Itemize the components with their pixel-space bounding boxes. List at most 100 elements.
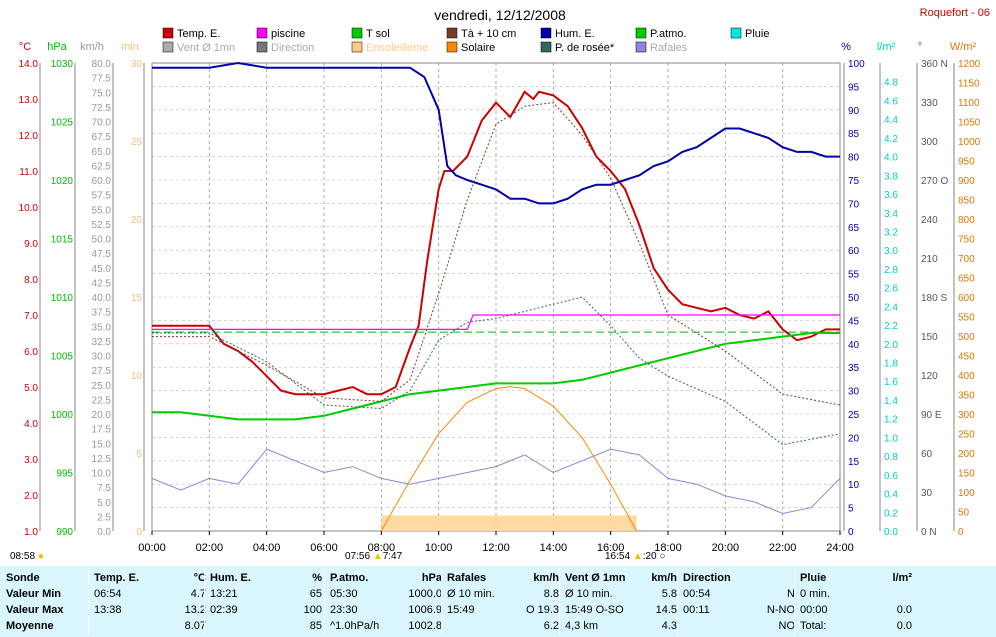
legend-swatch <box>540 27 552 39</box>
x-tick-label: 02:00 <box>196 542 224 554</box>
x-tick-label: 20:00 <box>712 542 740 554</box>
legend-label: Temp. E. <box>177 28 220 40</box>
solar-tick-label: 1100 <box>958 98 980 109</box>
humidity-tick-label: 55 <box>848 270 860 281</box>
minutes-tick-label: 20 <box>131 215 143 226</box>
solar-tick-label: 950 <box>958 157 975 168</box>
stats-cell-value: 8.8 <box>543 588 559 600</box>
x-tick-label: 12:00 <box>482 542 510 554</box>
rain-tick-label: 4.4 <box>884 115 898 126</box>
wind-tick-label: 20.0 <box>92 410 112 421</box>
stats-cell-time: 02:39 <box>210 604 238 616</box>
stats-cell-value: 85 <box>309 620 322 632</box>
wind-tick-label: 67.5 <box>92 132 112 143</box>
rain-tick-label: 3.0 <box>884 246 898 257</box>
stats-row-label: Valeur Max <box>6 604 64 616</box>
rain-tick-label: 2.0 <box>884 340 898 351</box>
pressure-axis-unit: hPa <box>47 41 67 53</box>
x-axis: 00:00 02:00 04:00 06:00 08:00 10:00 12:00 14:00… <box>138 531 854 554</box>
chart-title: vendredi, 12/12/2008 <box>434 7 566 23</box>
legend-swatch <box>162 27 174 39</box>
stats-column-title: Rafales <box>447 572 487 584</box>
stats-column: Temp. E. °C 06:54 4.7 13:38 13.2 8.07 <box>88 566 206 637</box>
legend-label: Hum. E. <box>555 28 595 40</box>
temp-tick-label: 2.0 <box>24 491 38 502</box>
rain-tick-label: 4.8 <box>884 78 898 89</box>
legend-label: T sol <box>366 28 390 40</box>
legend-label: Rafales <box>650 42 688 54</box>
rain-tick-label: 2.8 <box>884 265 898 276</box>
legend-label: Vent Ø 1mn <box>177 42 235 54</box>
humidity-tick-label: 70 <box>848 199 860 210</box>
wind-tick-label: 50.0 <box>92 235 112 246</box>
series-layer <box>151 61 841 532</box>
humidity-tick-label: 80 <box>848 153 860 164</box>
pressure-tick-label: 995 <box>56 469 73 480</box>
direction-tick-label: 30 <box>921 488 933 499</box>
solar-tick-label: 850 <box>958 196 975 207</box>
stats-column: Hum. E.% 13:21 65 02:39 100 85 <box>204 566 322 637</box>
temp-tick-label: 3.0 <box>24 455 38 466</box>
wind-tick-label: 2.5 <box>97 512 111 523</box>
legend-swatch <box>540 41 552 53</box>
humidity-tick-label: 0 <box>848 527 854 538</box>
series-solaire <box>380 386 637 532</box>
direction-tick-label: 180 S <box>921 293 947 304</box>
humidity-tick-label: 65 <box>848 223 860 234</box>
minutes-tick-label: 5 <box>136 449 142 460</box>
x-tick-label: 24:00 <box>826 542 854 554</box>
solar-tick-label: 700 <box>958 254 975 265</box>
stats-column-title: P.atmo. <box>330 572 369 584</box>
stats-column: Rafales km/h Ø 10 min. 8.8 15:49 O 19.3 6.2 <box>441 566 559 637</box>
humidity-tick-label: 35 <box>848 363 860 374</box>
minutes-tick-label: 10 <box>131 371 143 382</box>
legend-swatch <box>256 41 268 53</box>
stats-column-unit: l/m² <box>892 572 912 584</box>
stats-column-unit: hPa <box>421 572 442 584</box>
legend-swatch <box>635 41 647 53</box>
wind-tick-label: 75.0 <box>92 88 112 99</box>
pressure-tick-label: 1030 <box>51 59 74 70</box>
stats-cell-time: 23:30 <box>330 604 358 616</box>
stats-cell-time: Total: <box>800 620 827 632</box>
wind-tick-label: 40.0 <box>92 293 112 304</box>
rain-tick-label: 2.4 <box>884 302 898 313</box>
right-axes: % 0 5 10 15 20 25 30 35 40 45 50 55 60 65 70 75 80 85 90 95 1… <box>841 41 981 538</box>
temp-tick-label: 1.0 <box>24 527 38 538</box>
temp-axis-unit: °C <box>19 41 31 53</box>
series-temp-e- <box>152 90 840 396</box>
series-piscine <box>152 314 840 330</box>
stats-column: Pluie l/m² 0 min. 00:00 0.0 Total: 0.0 <box>794 566 912 637</box>
pressure-tick-label: 1000 <box>51 410 74 421</box>
wind-tick-label: 80.0 <box>92 59 112 70</box>
stats-column: P.atmo. hPa 05:30 1000.0 23:30 1006.9 ^1.0hPa/… <box>324 566 442 637</box>
stats-cell-value: NO <box>778 620 796 632</box>
solar-tick-label: 50 <box>958 508 970 519</box>
stats-cell-time: 0 min. <box>800 588 830 600</box>
stats-cell-value: N <box>787 588 795 600</box>
humidity-tick-label: 25 <box>848 410 860 421</box>
stats-separator <box>559 568 560 634</box>
wind-tick-label: 42.5 <box>92 278 112 289</box>
humidity-tick-label: 45 <box>848 316 860 327</box>
wind-tick-label: 77.5 <box>92 74 112 85</box>
rain-tick-label: 3.2 <box>884 227 898 238</box>
legend-swatch <box>351 41 363 53</box>
humidity-tick-label: 50 <box>848 293 860 304</box>
rain-tick-label: 0.8 <box>884 452 898 463</box>
wind-tick-label: 45.0 <box>92 264 112 275</box>
stats-cell-time: 15:49 <box>447 604 475 616</box>
wind-tick-label: 72.5 <box>92 103 112 114</box>
stats-separator <box>441 568 442 634</box>
solar-tick-label: 400 <box>958 371 975 382</box>
rain-tick-label: 0.4 <box>884 490 898 501</box>
humidity-tick-label: 40 <box>848 340 860 351</box>
stats-cell-value: 4.3 <box>661 620 677 632</box>
stats-cell-value: 0.0 <box>896 604 912 616</box>
wind-tick-label: 65.0 <box>92 147 112 158</box>
stats-cell-time: ^1.0hPa/h <box>330 620 380 632</box>
wind-tick-label: 0.0 <box>97 527 111 538</box>
wind-tick-label: 70.0 <box>92 118 112 129</box>
weather-chart: vendredi, 12/12/2008 Roquefort - 06 Temp… <box>19 7 990 554</box>
stats-column-title: Hum. E. <box>210 572 251 584</box>
